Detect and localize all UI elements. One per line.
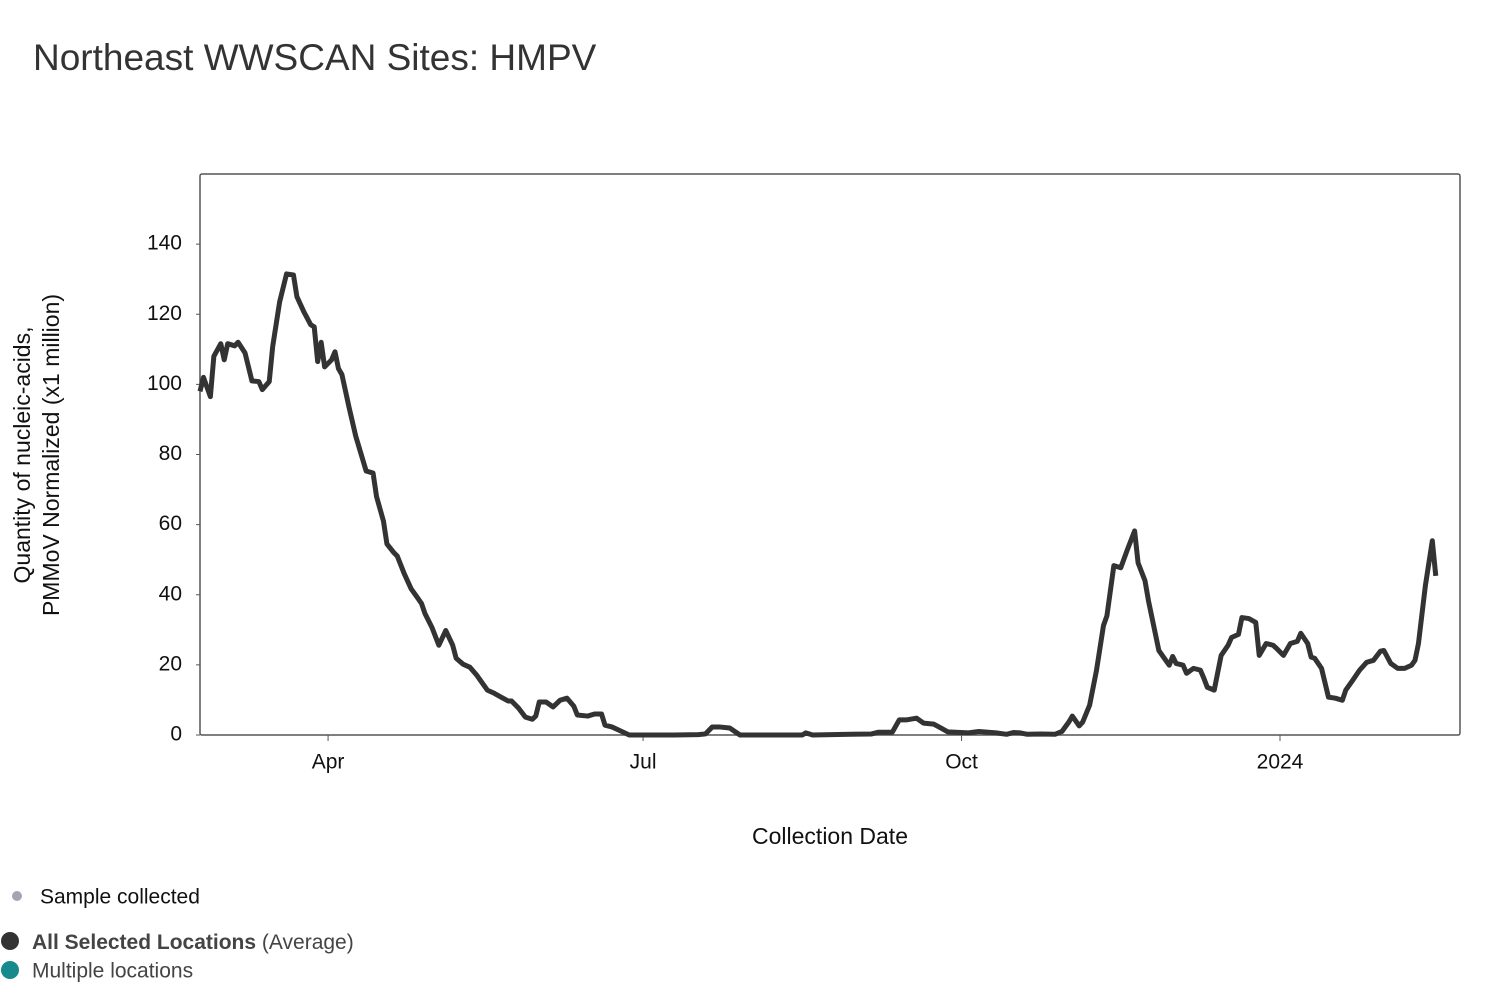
- x-tick-label: Oct: [945, 751, 978, 774]
- legend-label: All Selected Locations (Average): [32, 931, 354, 954]
- y-axis-label: Quantity of nucleic-acids,: [9, 327, 35, 584]
- chart-title: Northeast WWSCAN Sites: HMPV: [33, 37, 597, 78]
- data-line: [197, 271, 1439, 738]
- legend-series-suffix: (Average): [262, 931, 354, 954]
- y-tick-label: 40: [159, 582, 182, 605]
- x-tick-label: Apr: [312, 751, 345, 774]
- legend-dot: [1, 932, 19, 950]
- plot-frame: [199, 173, 1461, 736]
- x-tick-label: Jul: [630, 751, 657, 774]
- y-tick-label: 120: [147, 302, 182, 325]
- x-tick-label: 2024: [1257, 751, 1304, 774]
- y-tick-label: 60: [159, 512, 182, 535]
- legend-series-name: All Selected Locations: [32, 931, 256, 954]
- y-tick-label: 80: [159, 442, 182, 465]
- y-tick-label: 0: [170, 723, 182, 746]
- legend-dot: [1, 961, 19, 979]
- y-tick-label: 140: [147, 232, 182, 255]
- legend-dot: [12, 891, 22, 901]
- y-tick-label: 20: [159, 652, 182, 675]
- x-axis-label: Collection Date: [752, 823, 908, 849]
- y-tick-label: 100: [147, 372, 182, 395]
- legend-label: Sample collected: [40, 886, 200, 909]
- legend-label: Multiple locations: [32, 960, 193, 983]
- y-axis-label: PMMoV Normalized (x1 million): [38, 294, 64, 616]
